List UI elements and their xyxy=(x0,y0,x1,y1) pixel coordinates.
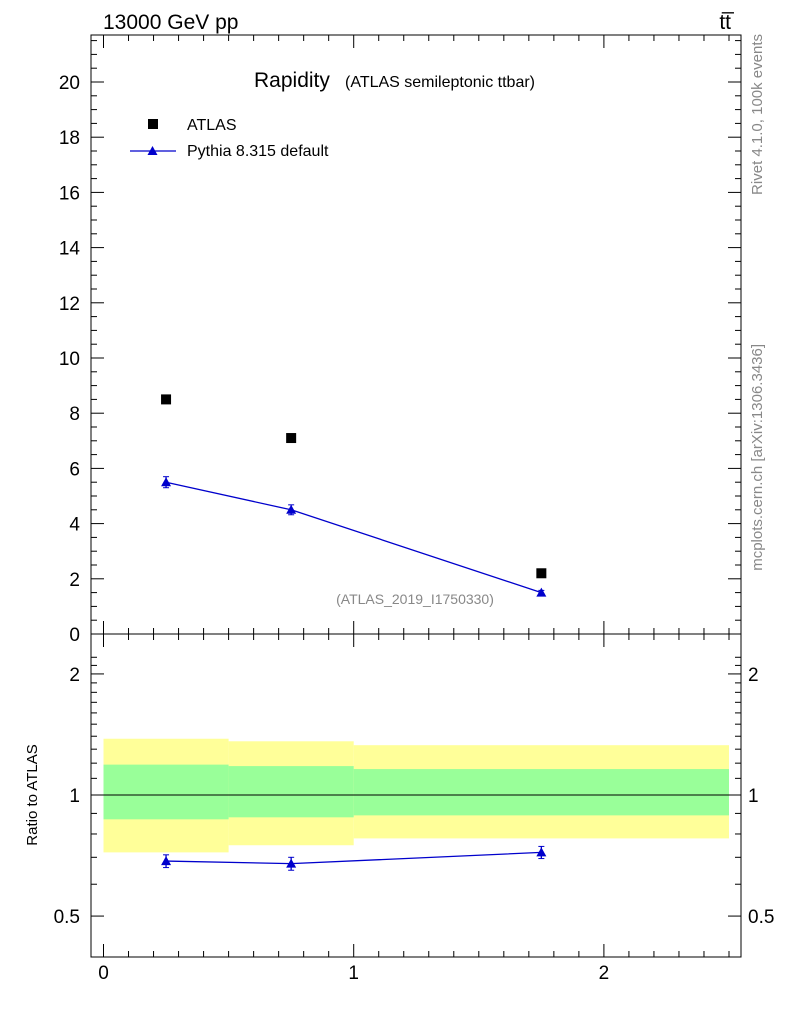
atlas-point xyxy=(161,394,172,405)
ratio-axis-label: Ratio to ATLAS xyxy=(24,744,41,845)
chart-title: Rapidity xyxy=(254,69,330,92)
x-tick-label: 1 xyxy=(348,963,359,984)
ratio-y-tick-label-right: 0.5 xyxy=(748,907,774,928)
process-label: tt̅ xyxy=(719,11,735,34)
ratio-y-tick-label: 1 xyxy=(69,786,80,807)
ratio-point xyxy=(536,847,547,857)
y-tick-label: 6 xyxy=(69,459,80,480)
pythia-point xyxy=(286,504,297,514)
ratio-y-tick-label: 2 xyxy=(69,665,80,686)
y-tick-label: 10 xyxy=(59,349,80,370)
x-tick-label: 2 xyxy=(599,963,610,984)
uncertainty-band-green xyxy=(353,769,729,816)
y-tick-label: 12 xyxy=(59,294,80,315)
pythia-point xyxy=(161,477,172,487)
ratio-y-tick-label: 0.5 xyxy=(54,907,80,928)
y-tick-label: 8 xyxy=(69,404,80,425)
y-tick-label: 0 xyxy=(69,625,80,646)
y-tick-label: 14 xyxy=(59,239,81,260)
legend-label-pythia: Pythia 8.315 default xyxy=(187,143,329,160)
atlas-point xyxy=(286,433,297,444)
y-tick-label: 18 xyxy=(59,128,80,149)
y-tick-label: 20 xyxy=(59,73,80,94)
chart-subtitle: (ATLAS semileptonic ttbar) xyxy=(345,74,535,91)
ratio-y-tick-label-right: 1 xyxy=(748,786,759,807)
analysis-tag: (ATLAS_2019_I1750330) xyxy=(336,591,494,607)
y-tick-label: 2 xyxy=(69,570,80,591)
legend-marker-pythia xyxy=(147,146,158,155)
pythia-point xyxy=(536,587,547,597)
rivet-label: Rivet 4.1.0, 100k events xyxy=(749,34,766,195)
y-tick-label: 16 xyxy=(59,183,80,204)
ratio-panel: 0.5 0.5 1 1 2 2 0 1 2 Ratio to ATLAS xyxy=(24,633,774,984)
ratio-point xyxy=(286,858,297,868)
legend: ATLAS Pythia 8.315 default xyxy=(130,117,329,160)
energy-label: 13000 GeV pp xyxy=(103,11,238,34)
uncertainty-band-green xyxy=(228,766,354,818)
ratio-y-tick-label-right: 2 xyxy=(748,665,759,686)
series-line-pythia xyxy=(165,481,542,594)
legend-label-atlas: ATLAS xyxy=(187,117,237,134)
mcplots-label: mcplots.cern.ch [arXiv:1306.3436] xyxy=(749,344,766,571)
ratio-point xyxy=(161,856,172,866)
x-tick-label: 0 xyxy=(98,963,109,984)
y-tick-label: 4 xyxy=(69,515,80,536)
atlas-point xyxy=(536,568,547,579)
ratio-line-pythia xyxy=(166,851,542,865)
main-panel: 0 2 4 6 8 10 12 14 16 18 20 Rapidity (ATLAS semile… xyxy=(59,34,742,646)
uncertainty-band-green xyxy=(103,764,229,820)
legend-marker-atlas xyxy=(148,119,158,129)
